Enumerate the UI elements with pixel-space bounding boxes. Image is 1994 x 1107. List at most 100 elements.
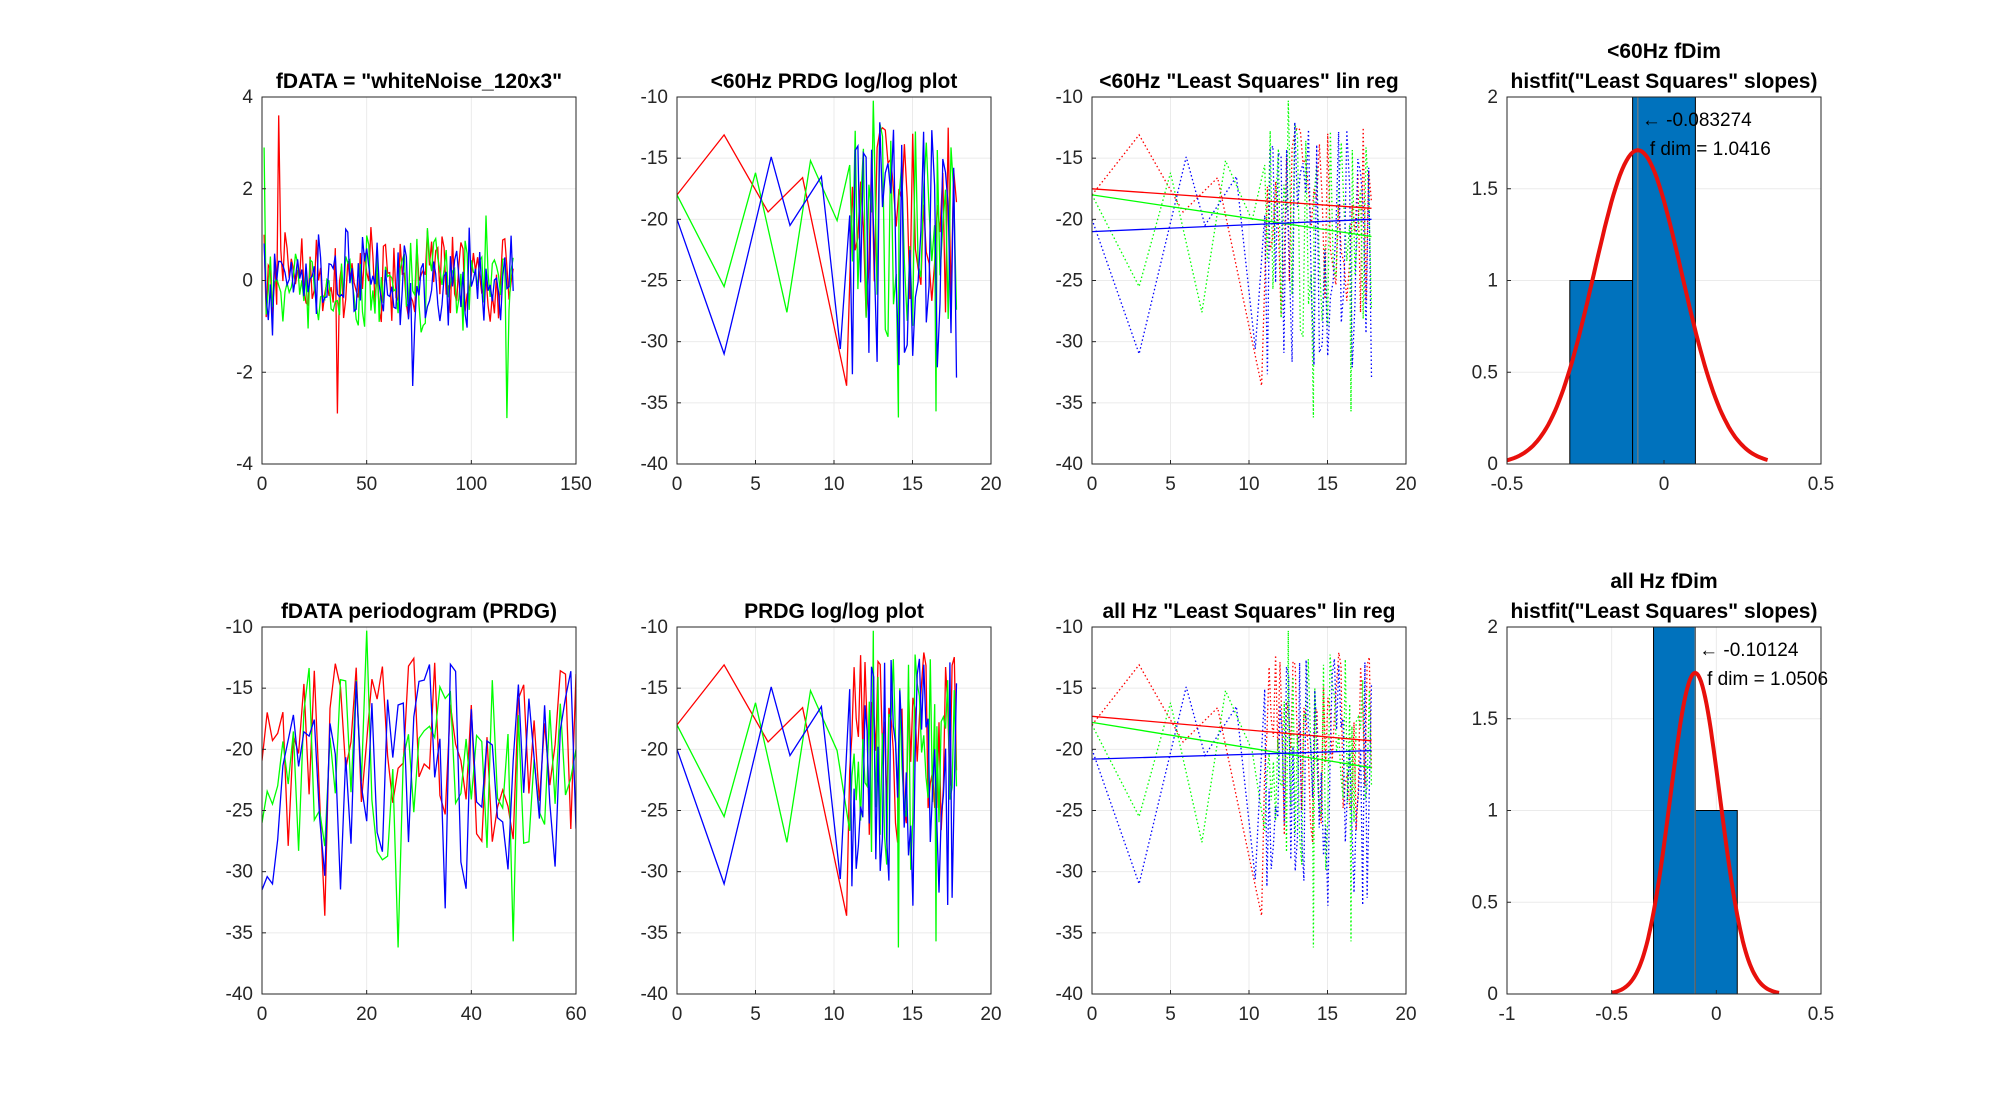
regression-line-red <box>1092 715 1372 742</box>
subplot-title: <60Hz PRDG log/log plot <box>711 70 958 93</box>
x-tick-label: 0 <box>257 1004 268 1025</box>
x-tick-label: 0 <box>672 474 683 495</box>
y-tick-label: -10 <box>641 617 668 638</box>
y-tick-label: -30 <box>641 862 668 883</box>
x-tick-label: 15 <box>1317 1004 1338 1025</box>
annotation-mean: ← -0.10124 <box>1699 640 1799 661</box>
plot-area <box>677 100 958 418</box>
series-line-blue <box>263 227 514 387</box>
x-tick-label: 15 <box>902 1004 923 1025</box>
normal-fit-curve <box>1507 148 1769 463</box>
subplot-title: all Hz "Least Squares" lin reg <box>1102 600 1395 623</box>
x-tick-label: 5 <box>1165 1004 1176 1025</box>
y-tick-label: -25 <box>641 271 668 292</box>
plot-area <box>1507 97 1769 464</box>
y-tick-label: -20 <box>641 209 668 230</box>
x-tick-label: 15 <box>1317 474 1338 495</box>
y-tick-label: 2 <box>1487 87 1498 108</box>
series-line-blue <box>1092 122 1373 378</box>
y-tick-label: -15 <box>1056 148 1083 169</box>
x-tick-label: 10 <box>823 1004 844 1025</box>
annotation-fdim: f dim = 1.0416 <box>1650 139 1771 160</box>
y-tick-label: 0.5 <box>1472 362 1498 383</box>
x-tick-label: 0.5 <box>1808 474 1834 495</box>
x-tick-label: 40 <box>461 1004 482 1025</box>
x-tick-label: 5 <box>750 474 761 495</box>
series-line-green <box>262 630 576 948</box>
y-tick-label: -20 <box>1056 209 1083 230</box>
x-tick-label: 0 <box>257 474 268 495</box>
y-tick-label: -40 <box>1056 454 1083 475</box>
y-tick-label: 2 <box>242 179 253 200</box>
x-tick-label: 50 <box>356 474 377 495</box>
y-tick-label: -15 <box>1056 678 1083 699</box>
y-tick-label: 0 <box>242 271 253 292</box>
plot-area <box>1611 627 1780 994</box>
y-tick-label: 2 <box>1487 617 1498 638</box>
series-line-green <box>677 100 958 418</box>
x-tick-label: -0.5 <box>1491 474 1524 495</box>
subplot-title: histfit("Least Squares" slopes) <box>1511 600 1818 623</box>
subplot-title: fDATA periodogram (PRDG) <box>281 600 557 623</box>
plot-area <box>1092 630 1373 948</box>
regression-line-blue <box>1092 218 1372 233</box>
subplot-p6: 0 5 10 15 20 -40 -35 -30 -25 -20 -15 -10 PRDG log/lo… <box>641 600 1002 1025</box>
y-tick-label: -25 <box>226 801 253 822</box>
y-tick-label: -35 <box>226 923 253 944</box>
subplot-p3: 0 5 10 15 20 -40 -35 -30 -25 -20 -15 -10 <60Hz "Leas… <box>1056 70 1417 495</box>
series-line-red <box>1092 126 1373 386</box>
x-tick-label: 20 <box>356 1004 377 1025</box>
y-tick-label: -40 <box>1056 984 1083 1005</box>
subplot-p8: ← -0.10124 f dim = 1.0506 -1 -0.5 0 0.5 0 0.5 1 1… <box>1472 570 1835 1025</box>
x-tick-label: 5 <box>1165 474 1176 495</box>
y-tick-label: -25 <box>1056 271 1083 292</box>
y-tick-label: -2 <box>236 362 253 383</box>
y-tick-label: -30 <box>226 862 253 883</box>
series-line-blue <box>1092 658 1373 906</box>
plot-area <box>262 630 576 948</box>
y-tick-label: -20 <box>1056 739 1083 760</box>
subplot-p5: 0 20 40 60 -40 -35 -30 -25 -20 -15 -10 fDATA period… <box>226 600 587 1025</box>
x-tick-label: 20 <box>980 1004 1001 1025</box>
y-tick-label: -35 <box>641 393 668 414</box>
y-tick-label: -20 <box>226 739 253 760</box>
y-tick-label: -25 <box>1056 801 1083 822</box>
series-line-red <box>1092 652 1373 916</box>
x-tick-label: 0 <box>672 1004 683 1025</box>
y-tick-label: 0 <box>1487 454 1498 475</box>
x-tick-label: 0 <box>1711 1004 1722 1025</box>
series-line-red <box>262 656 576 916</box>
x-tick-label: 0.5 <box>1808 1004 1834 1025</box>
x-tick-label: 5 <box>750 1004 761 1025</box>
x-tick-label: 20 <box>1395 474 1416 495</box>
y-tick-label: 1.5 <box>1472 179 1498 200</box>
x-tick-label: 0 <box>1087 474 1098 495</box>
y-tick-label: -30 <box>641 332 668 353</box>
y-tick-label: -15 <box>226 678 253 699</box>
y-tick-label: 1 <box>1487 801 1498 822</box>
y-tick-label: -35 <box>1056 923 1083 944</box>
y-tick-label: 1 <box>1487 271 1498 292</box>
plot-area <box>1092 100 1373 418</box>
x-tick-label: 15 <box>902 474 923 495</box>
subplot-title: <60Hz fDim <box>1607 40 1721 63</box>
y-tick-label: -4 <box>236 454 253 475</box>
annotation-fdim: f dim = 1.0506 <box>1707 669 1828 690</box>
series-line-red <box>263 115 514 414</box>
annotation-mean: ← -0.083274 <box>1642 110 1752 131</box>
y-tick-label: -35 <box>1056 393 1083 414</box>
histogram-bar <box>1632 97 1696 464</box>
x-tick-label: 10 <box>1238 1004 1259 1025</box>
subplot-title: histfit("Least Squares" slopes) <box>1511 70 1818 93</box>
y-tick-label: 0 <box>1487 984 1498 1005</box>
subplot-title: PRDG log/log plot <box>744 600 924 623</box>
y-tick-label: -30 <box>1056 862 1083 883</box>
subplot-p7: 0 5 10 15 20 -40 -35 -30 -25 -20 -15 -10 all Hz "Lea… <box>1056 600 1417 1025</box>
y-tick-label: -40 <box>226 984 253 1005</box>
y-tick-label: -15 <box>641 678 668 699</box>
series-line-blue <box>677 658 958 906</box>
regression-line-green <box>1092 721 1372 769</box>
subplot-title: <60Hz "Least Squares" lin reg <box>1099 70 1398 93</box>
y-tick-label: -20 <box>641 739 668 760</box>
